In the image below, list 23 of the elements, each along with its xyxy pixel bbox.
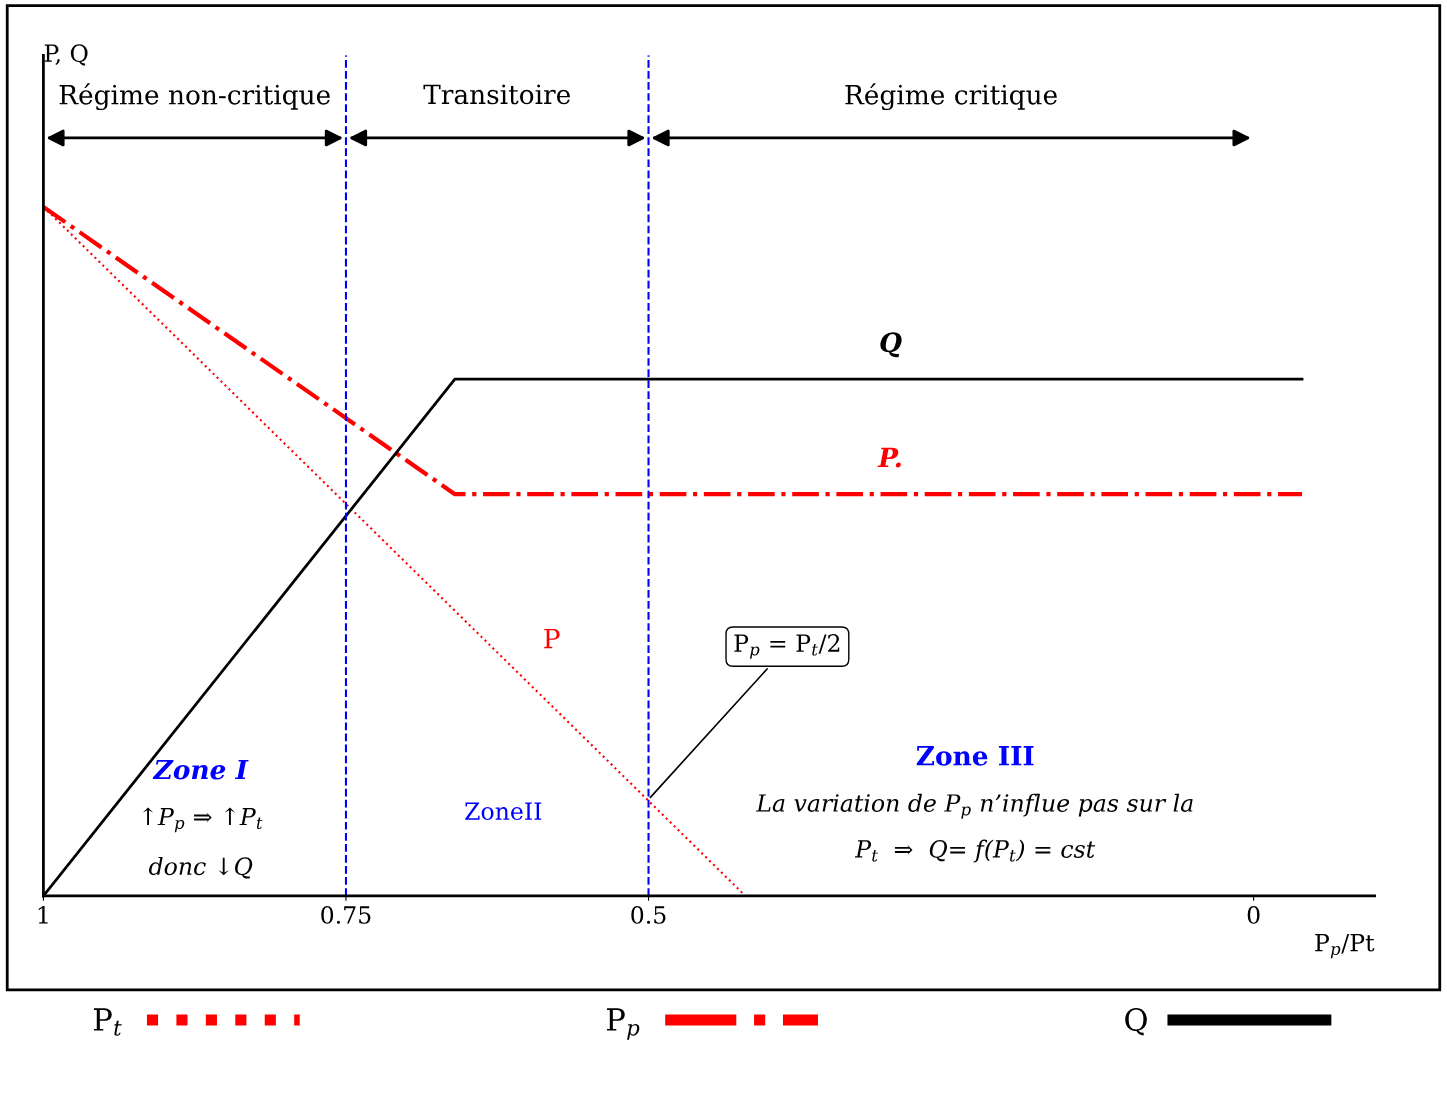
legend-label: P$_{t}$	[93, 1008, 122, 1036]
annotation: ↑P$_{p}$ ⇒ ↑P$_{t}$	[143, 807, 263, 833]
annotation: P$_{p}$ = P$_{t}$/2	[734, 634, 840, 659]
text: Régime critique	[845, 83, 1057, 111]
annotation: P.	[877, 447, 901, 468]
annotation: Zone I	[152, 759, 249, 780]
text: Transitoire	[423, 84, 570, 105]
text: P, Q	[44, 44, 88, 66]
x-tick-label: 0.5	[631, 906, 666, 924]
annotation: La variation de P$_{p}$ n’influe pas sur la	[755, 793, 1193, 819]
x-axis-title: P$_{p}$/Pt	[1315, 933, 1375, 959]
legend-label: P$_{p}$	[606, 1008, 640, 1040]
annotation: Zone III	[916, 746, 1034, 766]
annotation: Q	[880, 332, 902, 358]
x-tick-label: 1	[38, 906, 48, 924]
x-tick-label: 0	[1247, 906, 1260, 924]
annotation: ZoneII	[465, 802, 542, 821]
annotation: P	[544, 628, 560, 649]
legend-label: Q	[1125, 1007, 1147, 1036]
x-tick-label: 0.75	[321, 906, 371, 924]
annotation: P$_{t}$ ⇒ Q= f(P$_{t}$) = cst	[854, 839, 1096, 863]
text: Régime non-critique	[59, 83, 330, 111]
annotation: donc ↓Q	[149, 856, 253, 879]
